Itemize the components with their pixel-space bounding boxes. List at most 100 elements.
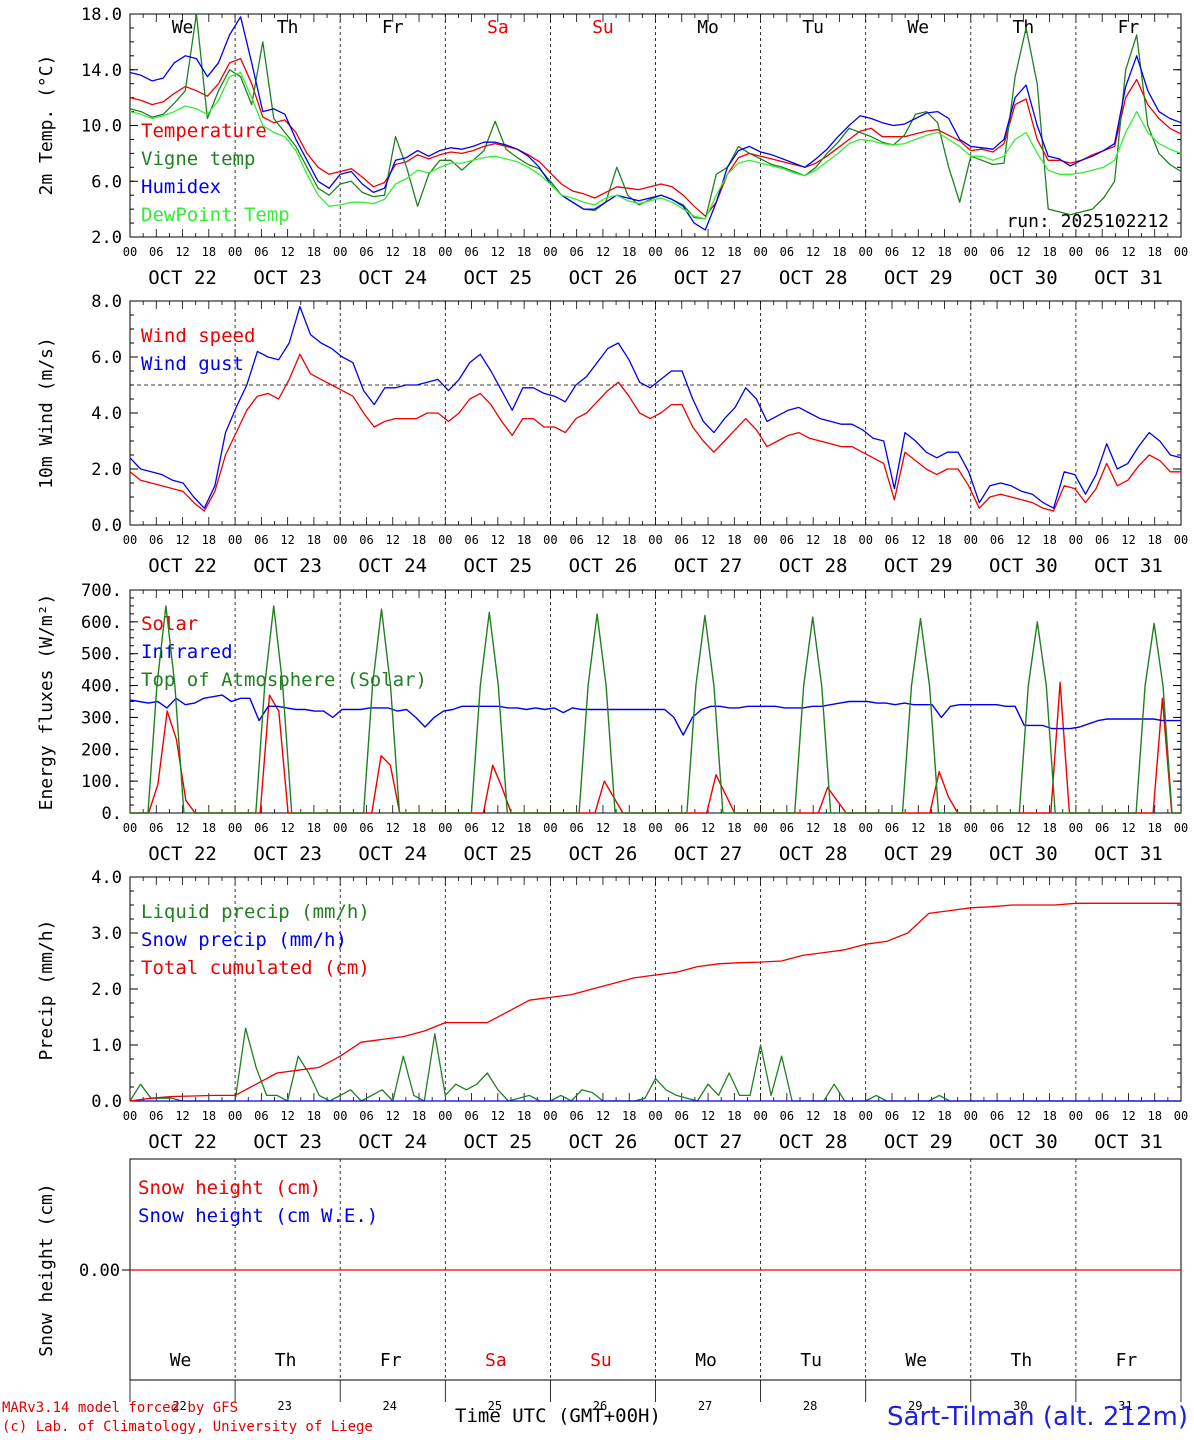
precip-hour-label: 12 — [175, 1109, 189, 1123]
station-name: Sart-Tilman (alt. 212m) — [887, 1402, 1188, 1432]
wind-ylabel: 10m Wind (m/s) — [36, 337, 57, 489]
wind-hour-label: 00 — [333, 533, 347, 547]
precip-hour-label: 06 — [569, 1109, 583, 1123]
temperature-y-tick-label: 14.0 — [81, 61, 122, 81]
wind-date-label: OCT 31 — [1094, 555, 1163, 577]
energy-hour-label: 12 — [596, 821, 610, 835]
temperature-hour-label: 00 — [123, 245, 137, 259]
precip-date-label: OCT 24 — [358, 1131, 427, 1153]
precip-panel: 00 06 12 18 OCT 22 00 06 12 18 OCT 23 00 06 12 18 OCT … — [36, 868, 1188, 1153]
energy-y-tick-label: 200. — [81, 740, 122, 760]
temperature-panel: 00 06 12 18 OCT 22 00 06 12 18 OCT 23 00 06 12 18 OCT … — [36, 5, 1188, 289]
precip-date-label: OCT 22 — [148, 1131, 217, 1153]
energy-date-label: OCT 28 — [779, 843, 848, 865]
temperature-legend-entry: Humidex — [141, 176, 221, 198]
wind-hour-label: 00 — [753, 533, 767, 547]
temperature-date-label: OCT 29 — [884, 267, 953, 289]
temperature-series-line — [129, 57, 1182, 217]
precip-y-tick-label: 2.0 — [91, 980, 122, 1000]
temperature-series-line — [129, 13, 1182, 220]
temperature-hour-label: 06 — [780, 245, 794, 259]
precip-hour-label: 12 — [806, 1109, 820, 1123]
precip-y-tick-label: 4.0 — [91, 868, 122, 888]
temperature-weekday-label: Mo — [697, 17, 719, 38]
wind-hour-label: 18 — [517, 533, 531, 547]
energy-legend-entry: Top of Atmosphere (Solar) — [141, 669, 427, 691]
energy-hour-label: 18 — [727, 821, 741, 835]
precip-hour-label: 18 — [1147, 1109, 1161, 1123]
energy-date-label: OCT 24 — [358, 843, 427, 865]
temperature-date-label: OCT 30 — [989, 267, 1058, 289]
wind-hour-label: 06 — [359, 533, 373, 547]
temperature-hour-label: 12 — [911, 245, 925, 259]
wind-hour-label: 12 — [175, 533, 189, 547]
precip-hour-label: 12 — [1121, 1109, 1135, 1123]
temperature-hour-label: 00 — [438, 245, 452, 259]
temperature-hour-label: 12 — [701, 245, 715, 259]
temperature-hour-label: 00 — [228, 245, 242, 259]
energy-series-line — [129, 694, 1181, 736]
energy-y-tick-label: 0. — [102, 804, 122, 824]
precip-hour-label: 12 — [491, 1109, 505, 1123]
wind-y-tick-label: 2.0 — [91, 460, 122, 480]
wind-hour-label: 18 — [307, 533, 321, 547]
snow-weekday-label: We — [170, 1350, 192, 1371]
temperature-hour-label: 00 — [648, 245, 662, 259]
wind-date-label: OCT 27 — [674, 555, 743, 577]
precip-hour-label: 06 — [149, 1109, 163, 1123]
wind-hour-label: 18 — [412, 533, 426, 547]
snow-day-number: 31 — [1118, 1399, 1132, 1413]
temperature-weekday-label: Fr — [382, 17, 404, 38]
precip-hour-label: 06 — [885, 1109, 899, 1123]
wind-series-line — [129, 305, 1182, 509]
precip-hour-label: 00 — [964, 1109, 978, 1123]
temperature-series-line — [129, 71, 1182, 220]
temperature-legend-entry: Vigne temp — [141, 148, 255, 170]
wind-hour-label: 12 — [1121, 533, 1135, 547]
temperature-weekday-label: Sa — [487, 17, 509, 38]
energy-date-label: OCT 25 — [464, 843, 533, 865]
temperature-date-label: OCT 26 — [569, 267, 638, 289]
precip-date-label: OCT 26 — [569, 1131, 638, 1153]
temperature-hour-label: 18 — [1042, 245, 1056, 259]
wind-series-line — [129, 353, 1181, 512]
energy-hour-label: 12 — [1016, 821, 1030, 835]
temperature-hour-label: 18 — [412, 245, 426, 259]
temperature-hour-label: 18 — [727, 245, 741, 259]
temperature-hour-label: 06 — [990, 245, 1004, 259]
temperature-series-line — [129, 16, 1182, 231]
energy-frame — [129, 589, 1182, 814]
energy-hour-label: 06 — [149, 821, 163, 835]
energy-hour-label: 18 — [1147, 821, 1161, 835]
temperature-hour-label: 12 — [806, 245, 820, 259]
wind-hour-label: 12 — [280, 533, 294, 547]
precip-hour-label: 06 — [359, 1109, 373, 1123]
energy-hour-label: 00 — [1174, 821, 1188, 835]
wind-date-label: OCT 25 — [464, 555, 533, 577]
energy-date-label: OCT 29 — [884, 843, 953, 865]
snow-day-number: 27 — [698, 1399, 712, 1413]
energy-hour-label: 18 — [202, 821, 216, 835]
precip-hour-label: 00 — [228, 1109, 242, 1123]
energy-hour-label: 18 — [412, 821, 426, 835]
energy-date-label: OCT 26 — [569, 843, 638, 865]
temperature-date-label: OCT 28 — [779, 267, 848, 289]
energy-hour-label: 12 — [806, 821, 820, 835]
energy-y-tick-label: 600. — [81, 613, 122, 633]
energy-hour-label: 06 — [569, 821, 583, 835]
wind-date-label: OCT 23 — [253, 555, 322, 577]
precip-hour-label: 12 — [701, 1109, 715, 1123]
wind-date-label: OCT 26 — [569, 555, 638, 577]
wind-hour-label: 12 — [596, 533, 610, 547]
temperature-date-label: OCT 24 — [358, 267, 427, 289]
temperature-hour-label: 00 — [1069, 245, 1083, 259]
temperature-hour-label: 18 — [517, 245, 531, 259]
temperature-hour-label: 06 — [885, 245, 899, 259]
wind-hour-label: 00 — [858, 533, 872, 547]
wind-hour-label: 00 — [228, 533, 242, 547]
precip-date-label: OCT 25 — [464, 1131, 533, 1153]
wind-hour-label: 12 — [911, 533, 925, 547]
temperature-weekday-label: Fr — [1118, 17, 1140, 38]
precip-date-label: OCT 27 — [674, 1131, 743, 1153]
energy-legend-entry: Infrared — [141, 641, 233, 663]
